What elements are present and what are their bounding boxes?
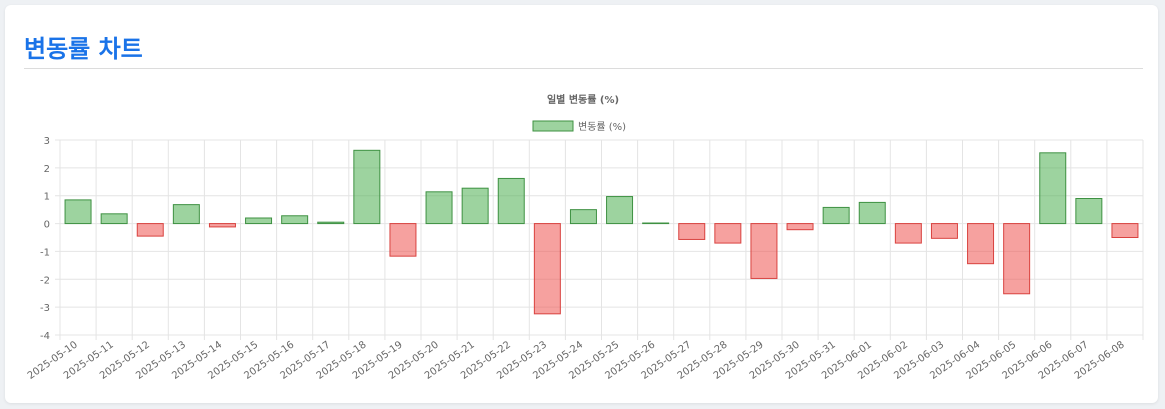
bar-2025-05-28[interactable] bbox=[714, 223, 742, 244]
legend-label: 변동률 (%) bbox=[578, 121, 626, 133]
bar-2025-05-20[interactable] bbox=[425, 191, 453, 225]
bar-2025-05-11[interactable] bbox=[100, 213, 128, 225]
bar-2025-06-01[interactable] bbox=[858, 201, 886, 225]
bar-2025-06-05[interactable] bbox=[1003, 223, 1031, 295]
y-tick-label: 3 bbox=[44, 136, 50, 147]
bar-2025-05-14[interactable] bbox=[208, 223, 236, 228]
chart-title: 일별 변동률 (%) bbox=[547, 93, 619, 106]
y-tick-label: -4 bbox=[40, 331, 50, 342]
legend-swatch bbox=[532, 120, 574, 132]
bar-2025-05-22[interactable] bbox=[497, 177, 525, 225]
chart-card: 변동률 차트 일별 변동률 (%) 변동률 (%) 3 2 1 0 -1 -2 -3 -4 2… bbox=[5, 5, 1158, 403]
bar-2025-05-24[interactable] bbox=[569, 209, 597, 225]
bar-2025-05-17[interactable] bbox=[317, 221, 345, 225]
bar-2025-05-29[interactable] bbox=[750, 223, 778, 279]
bar-2025-06-04[interactable] bbox=[967, 223, 995, 265]
bar-2025-05-21[interactable] bbox=[461, 187, 489, 225]
title-divider bbox=[24, 68, 1143, 69]
bar-2025-05-23[interactable] bbox=[533, 223, 561, 315]
bar-2025-06-02[interactable] bbox=[894, 223, 922, 244]
bar-2025-05-10[interactable] bbox=[64, 199, 92, 225]
bar-2025-05-13[interactable] bbox=[172, 204, 200, 225]
bar-2025-05-31[interactable] bbox=[822, 206, 850, 225]
bar-2025-05-26[interactable] bbox=[642, 222, 670, 225]
chart-legend[interactable]: 변동률 (%) bbox=[532, 120, 626, 133]
y-tick-label: 0 bbox=[44, 220, 50, 231]
bar-2025-05-19[interactable] bbox=[389, 223, 417, 257]
y-axis-ticks: 3 2 1 0 -1 -2 -3 -4 bbox=[40, 136, 50, 342]
y-tick-label: 1 bbox=[44, 192, 50, 203]
daily-change-chart: 일별 변동률 (%) 변동률 (%) 3 2 1 0 -1 -2 -3 -4 2025-05-… bbox=[26, 93, 1144, 382]
grid bbox=[55, 139, 1144, 340]
bar-2025-06-03[interactable] bbox=[930, 223, 958, 239]
bar-2025-05-18[interactable] bbox=[353, 149, 381, 225]
y-tick-label: -3 bbox=[40, 303, 50, 314]
bar-2025-05-16[interactable] bbox=[281, 215, 309, 225]
y-tick-label: 2 bbox=[44, 164, 50, 175]
y-tick-label: -2 bbox=[40, 275, 50, 286]
bar-2025-06-07[interactable] bbox=[1075, 198, 1103, 225]
bar-2025-05-30[interactable] bbox=[786, 223, 814, 231]
bars bbox=[64, 149, 1139, 315]
y-tick-label: -1 bbox=[40, 247, 50, 258]
bar-2025-05-25[interactable] bbox=[606, 196, 634, 225]
bar-2025-06-06[interactable] bbox=[1039, 152, 1067, 225]
x-axis-ticks: 2025-05-102025-05-112025-05-122025-05-13… bbox=[26, 339, 1127, 381]
bar-2025-05-27[interactable] bbox=[678, 223, 706, 240]
bar-2025-05-15[interactable] bbox=[245, 217, 273, 225]
bar-2025-06-08[interactable] bbox=[1111, 223, 1139, 238]
bar-2025-05-12[interactable] bbox=[136, 223, 164, 237]
page-title: 변동률 차트 bbox=[24, 35, 143, 63]
